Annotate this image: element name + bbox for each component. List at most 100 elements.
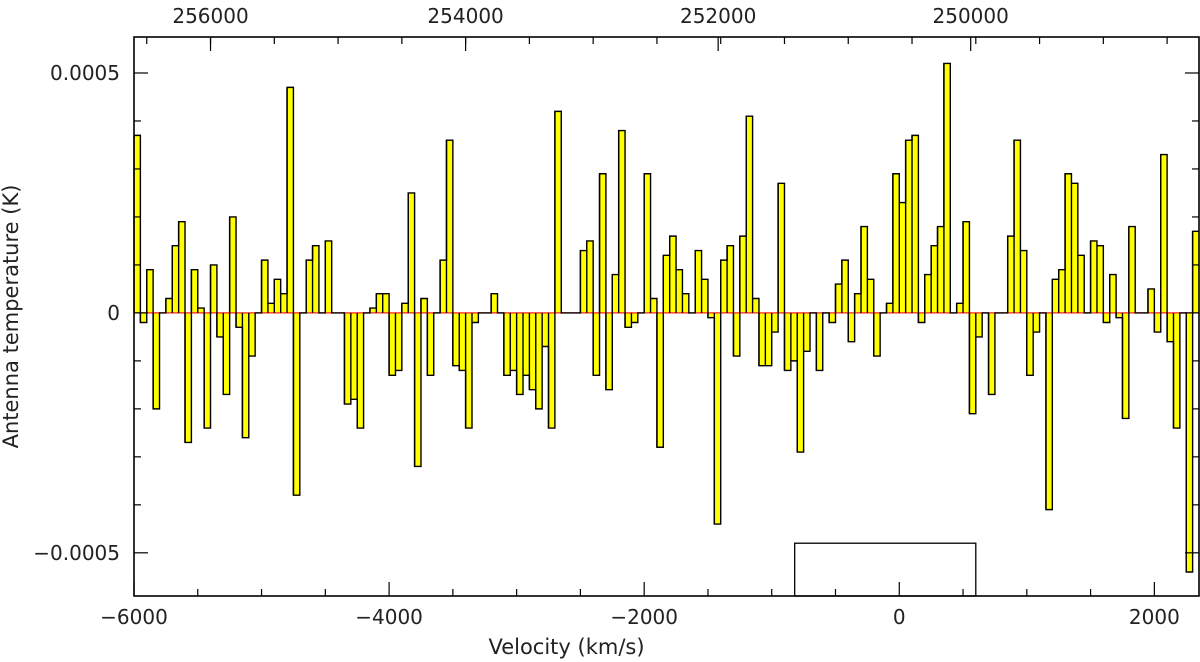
spectrum-bar: [867, 279, 874, 313]
y-axis-label: Antenna temperature (K): [0, 185, 23, 449]
spectrum-bar: [892, 173, 900, 313]
spectrum-bar: [963, 221, 970, 313]
spectrum-bar: [242, 312, 249, 438]
spectrum-bar: [1173, 312, 1180, 429]
spectrum-bar: [650, 298, 657, 313]
spectrum-bar: [656, 312, 664, 448]
spectrum-bar: [707, 312, 715, 318]
spectrum-bar: [395, 312, 402, 371]
spectrum-bars: [134, 63, 1199, 573]
spectrum-bar: [153, 312, 160, 409]
spectrum-bar: [873, 312, 881, 357]
spectrum-bar: [1007, 236, 1015, 313]
spectrum-bar: [382, 293, 390, 313]
spectrum-bar: [803, 312, 810, 352]
spectrum-bar: [197, 308, 205, 313]
spectrum-bar: [829, 312, 836, 323]
spectrum-bar: [376, 293, 383, 313]
spectrum-bar: [267, 303, 275, 313]
plot-frame: [133, 36, 1200, 597]
spectrum-bar: [714, 312, 721, 525]
spectrum-bar: [542, 312, 549, 347]
spectrum-bar: [210, 264, 217, 313]
spectrum-bar: [599, 173, 606, 313]
spectrum-bar: [471, 312, 479, 323]
spectrum-bar: [510, 312, 517, 371]
x-tick-label: −4000: [355, 605, 423, 629]
spectrum-bar: [1026, 312, 1034, 376]
spectrum-bar: [816, 312, 823, 371]
tick-labels: −6000 −4000 −2000 0 2000 256000 254000 252000 25…: [33, 4, 1180, 629]
spectrum-bar: [943, 63, 951, 313]
spectrum-bar: [312, 245, 319, 313]
spectrum-bar: [427, 312, 434, 376]
spectrum-bar: [408, 192, 415, 313]
spectrum-bar: [861, 226, 868, 313]
spectrum-bar: [931, 245, 938, 313]
spectrum-bar: [1192, 231, 1199, 313]
spectrum-bar: [229, 216, 237, 313]
spectrum-bar: [580, 250, 587, 313]
velocity-window-box: [794, 542, 977, 597]
spectrum-bar: [1014, 140, 1021, 313]
spectrum-bar: [848, 312, 855, 342]
spectrum-outline: [133, 62, 1199, 573]
spectrum-bar: [491, 293, 498, 313]
spectrum-bar: [618, 130, 626, 313]
spectrum-bar: [280, 293, 288, 313]
spectrum-bar: [465, 312, 472, 429]
x-tick-label: 0: [893, 605, 906, 629]
spectrum-bar: [414, 312, 421, 467]
spectrum-bar: [357, 312, 364, 429]
spectrum-bar: [1020, 250, 1027, 313]
spectrum-bar: [631, 312, 638, 323]
spectrum-bar: [535, 312, 543, 409]
x-axis-label: Velocity (km/s): [488, 635, 644, 659]
spectrum-bar: [924, 274, 932, 313]
spectrum-bar: [165, 298, 173, 313]
spectrum-bar: [1167, 312, 1174, 342]
spectrum-bar: [586, 240, 594, 313]
spectrum-bar: [401, 303, 409, 313]
axis-ticks: [133, 37, 1199, 596]
spectrum-bar: [676, 269, 683, 313]
spectrum-bar: [293, 312, 300, 496]
y-tick-label: −0.0005: [33, 541, 120, 565]
spectrum-bar: [325, 240, 332, 313]
spectrum-bar: [835, 284, 842, 313]
spectrum-bar: [134, 135, 141, 313]
spectrum-bar: [1065, 173, 1072, 313]
spectrum-bar: [975, 312, 983, 337]
spectrum-bar: [204, 312, 211, 429]
spectrum-bar: [746, 116, 753, 313]
spectrum-bar: [344, 312, 351, 405]
spectrum-bar: [140, 312, 147, 323]
spectrum-bar: [1147, 288, 1155, 313]
spectrum-bar: [459, 312, 466, 371]
spectrum-bar: [644, 173, 651, 313]
spectrum-bar: [523, 312, 530, 376]
spectrum-bar: [1154, 312, 1161, 333]
spectrum-bar: [771, 312, 779, 333]
spectrum-bar: [446, 140, 453, 313]
spectrum-bar: [663, 255, 670, 313]
spectrum-bar: [752, 298, 759, 313]
top-tick-label: 250000: [933, 4, 1009, 28]
spectrum-bar: [956, 303, 964, 313]
spectrum-bar: [350, 312, 358, 400]
spectrum-bar: [440, 260, 447, 313]
spectrum-bar: [905, 140, 913, 313]
spectrum-bar: [1033, 312, 1040, 333]
spectrum-bar: [886, 303, 893, 313]
spectrum-bar: [739, 236, 747, 313]
spectrum-bar: [727, 245, 734, 313]
spectrum-bar: [1160, 154, 1168, 313]
y-tick-label: 0.0005: [50, 61, 120, 85]
spectrum-bar: [841, 260, 849, 313]
spectrum-bar: [969, 312, 976, 414]
spectrum-bar: [554, 111, 562, 313]
top-tick-label: 252000: [680, 4, 756, 28]
spectrum-bar: [733, 312, 740, 357]
spectrum-bar: [306, 260, 313, 313]
